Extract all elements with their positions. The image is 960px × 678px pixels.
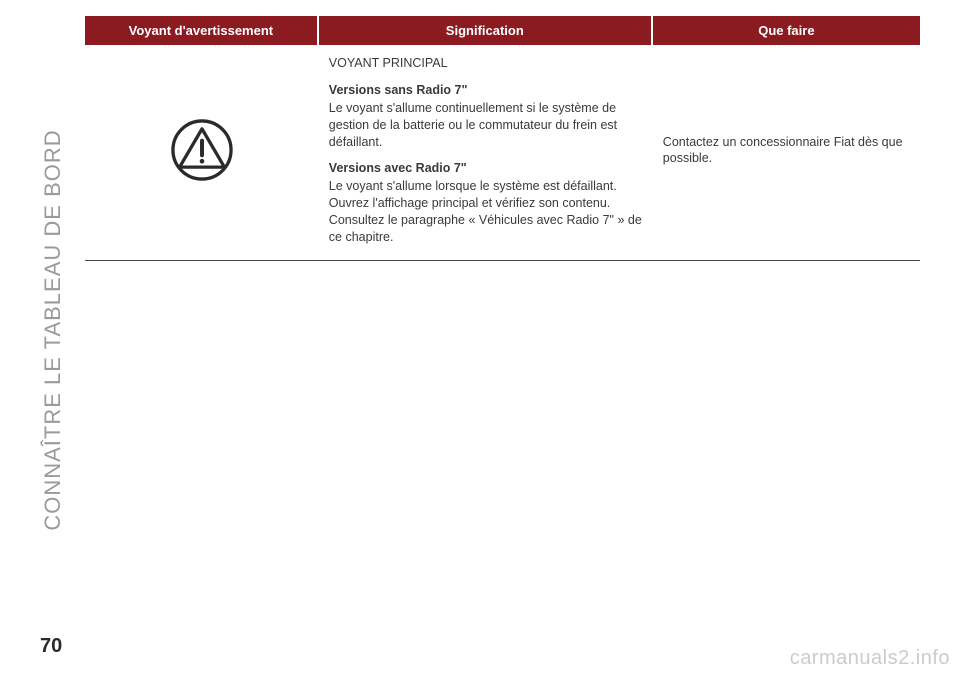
meaning-body-2: Le voyant s'allume lorsque le système es… xyxy=(329,178,643,246)
meaning-subtitle-2: Versions avec Radio 7" xyxy=(329,160,643,177)
cell-action: Contactez un concessionnaire Fiat dès qu… xyxy=(653,55,920,246)
warning-light-table: Voyant d'avertissement Signification Que… xyxy=(85,16,920,261)
cell-warning-icon xyxy=(85,55,319,246)
header-warning-light: Voyant d'avertissement xyxy=(85,16,319,45)
section-title-vertical: CONNAÎTRE LE TABLEAU DE BORD xyxy=(40,129,66,530)
manual-page: CONNAÎTRE LE TABLEAU DE BORD Voyant d'av… xyxy=(0,0,960,678)
table-header-row: Voyant d'avertissement Signification Que… xyxy=(85,16,920,45)
cell-meaning: VOYANT PRINCIPAL Versions sans Radio 7" … xyxy=(319,55,653,246)
header-action: Que faire xyxy=(653,16,920,45)
meaning-subtitle-1: Versions sans Radio 7" xyxy=(329,82,643,99)
watermark: carmanuals2.info xyxy=(790,647,950,670)
page-number: 70 xyxy=(40,635,62,658)
action-text: Contactez un concessionnaire Fiat dès qu… xyxy=(663,134,910,168)
meaning-body-1: Le voyant s'allume continuellement si le… xyxy=(329,100,643,151)
meaning-title: VOYANT PRINCIPAL xyxy=(329,55,643,72)
header-meaning: Signification xyxy=(319,16,653,45)
master-warning-icon xyxy=(169,117,235,183)
table-row: VOYANT PRINCIPAL Versions sans Radio 7" … xyxy=(85,45,920,261)
